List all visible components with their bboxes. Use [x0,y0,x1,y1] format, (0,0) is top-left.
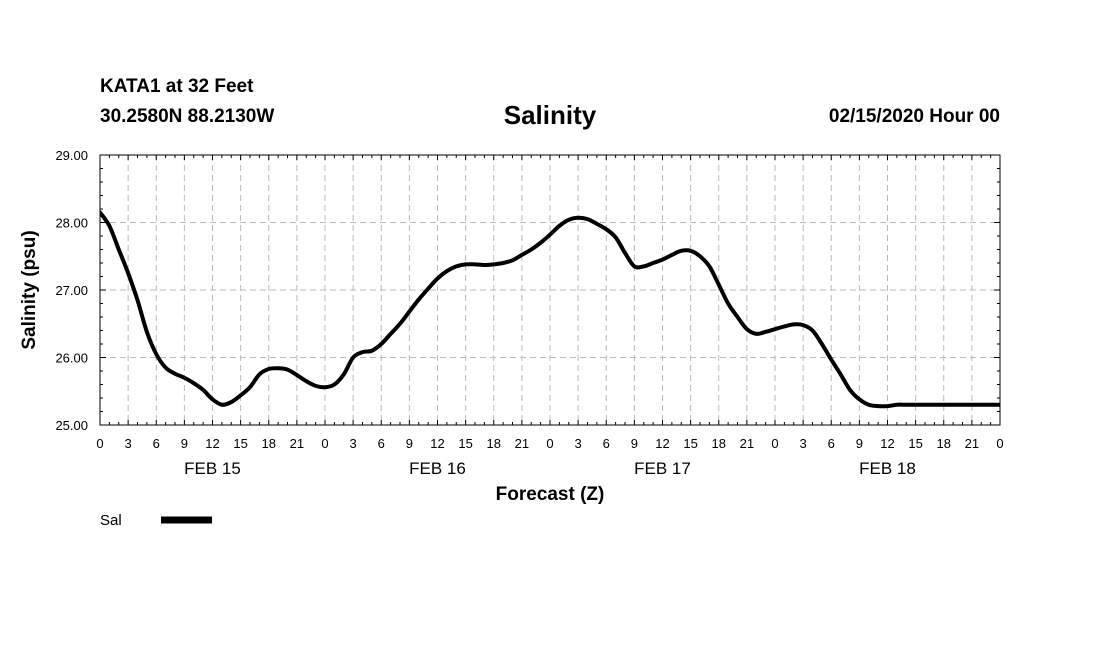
x-tick-label: 9 [181,436,188,451]
x-tick-label: 12 [880,436,894,451]
y-tick-label: 26.00 [55,351,88,366]
x-tick-label: 21 [290,436,304,451]
x-tick-label: 9 [406,436,413,451]
x-tick-label: 15 [683,436,697,451]
x-tick-label: 3 [125,436,132,451]
y-tick-label: 29.00 [55,148,88,163]
station-coordinates: 30.2580N 88.2130W [100,106,275,127]
x-tick-label: 18 [487,436,501,451]
x-tick-label: 12 [430,436,444,451]
forecast-run-time: 02/15/2020 Hour 00 [828,106,1000,127]
y-tick-label: 28.00 [55,216,88,231]
x-tick-label: 0 [321,436,328,451]
x-tick-label: 21 [515,436,529,451]
plot-frame [99,154,1001,426]
x-tick-label: 12 [655,436,669,451]
y-tick-label: 25.00 [55,418,88,433]
x-tick-label: 6 [603,436,610,451]
y-axis-label: Salinity (psu) [19,230,40,349]
x-tick-label: 0 [546,436,553,451]
x-tick-label: 18 [262,436,276,451]
x-tick-label: 6 [153,436,160,451]
x-tick-label: 9 [856,436,863,451]
x-tick-label: 0 [996,436,1003,451]
y-tick-label: 27.00 [55,283,88,298]
x-axis-label: Forecast (Z) [496,484,605,505]
day-label: FEB 16 [409,459,466,478]
x-tick-label: 6 [828,436,835,451]
chart-title: Salinity [503,100,597,130]
grid-lines [100,155,1000,425]
station-name: KATA1 at 32 Feet [100,76,254,97]
x-tick-label: 3 [575,436,582,451]
legend: Sal [100,512,212,529]
day-label: FEB 18 [859,459,916,478]
x-tick-label: 9 [631,436,638,451]
x-tick-label: 15 [458,436,472,451]
series-group [100,210,1000,409]
tick-labels: 0 3 6 9 12 15 18 21 0 3 6 9 12 15 18 21 0 3 6 9 12 15 18 21 0 3 6 9… [55,148,1003,478]
series-line-sal [100,210,1000,409]
x-tick-label: 6 [378,436,385,451]
legend-label-sal: Sal [100,512,122,529]
x-tick-label: 3 [800,436,807,451]
x-tick-label: 12 [205,436,219,451]
day-label: FEB 17 [634,459,691,478]
x-tick-label: 15 [233,436,247,451]
x-tick-label: 18 [937,436,951,451]
x-tick-label: 18 [712,436,726,451]
x-tick-label: 3 [350,436,357,451]
x-tick-label: 0 [771,436,778,451]
day-label: FEB 15 [184,459,241,478]
x-tick-label: 0 [96,436,103,451]
x-tick-label: 21 [740,436,754,451]
x-tick-label: 15 [908,436,922,451]
x-tick-label: 21 [965,436,979,451]
